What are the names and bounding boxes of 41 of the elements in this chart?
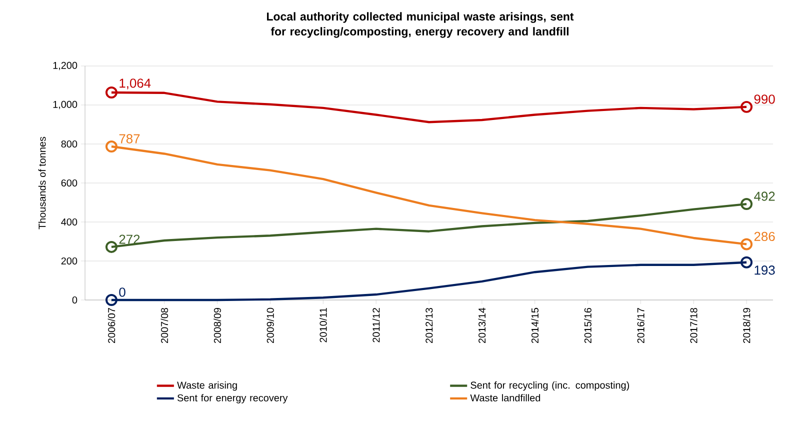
data-label: 787	[119, 134, 140, 144]
y-tick-label: 400	[61, 218, 78, 226]
point	[105, 240, 118, 253]
y-tick-label: 800	[61, 140, 78, 148]
data-label: 492	[754, 192, 775, 201]
data-label: 286	[754, 232, 775, 242]
legend-label: Sent for energy recovery	[177, 394, 288, 404]
data-label: 990	[754, 94, 775, 104]
point	[105, 294, 118, 306]
legend-label: Waste arising	[177, 381, 237, 391]
x-tick-label: 2008/09	[214, 308, 221, 344]
point	[740, 198, 753, 210]
y-tick-label: 600	[61, 179, 78, 187]
x-tick-label: 2007/08	[160, 308, 168, 344]
x-tick-label: 2011/12	[372, 308, 380, 342]
point	[740, 256, 753, 268]
chart-title: Local authority collected municipal waste arisings, sent for recycling/composting, energy recovery and landfill	[267, 12, 574, 38]
x-tick-label: 2015/16	[584, 308, 592, 344]
x-tick-label: 2010/11	[320, 308, 327, 342]
x-tick-label: 2009/10	[266, 308, 274, 344]
y-axis-title: Thousands of tonnes	[38, 136, 46, 230]
x-tick-label: 2012/13	[425, 308, 433, 344]
legend-label: Sent for recycling (inc. composting)	[470, 381, 630, 391]
point	[740, 238, 753, 250]
x-tick-label: 2014/15	[531, 308, 539, 344]
point	[105, 140, 118, 153]
data-label: 0	[119, 288, 126, 297]
data-label: 193	[754, 266, 775, 275]
x-tick-label: 2016/17	[637, 308, 644, 344]
x-tick-label: 2006/07	[108, 308, 116, 344]
data-label: 1,064	[120, 78, 151, 90]
legend-label: Waste landfilled	[470, 394, 540, 402]
y-tick-label: 200	[61, 257, 78, 265]
y-tick-label: 1,000	[53, 100, 78, 110]
y-tick-label: 0	[72, 296, 78, 304]
x-tick-label: 2018/19	[742, 308, 750, 344]
point	[740, 100, 753, 113]
x-tick-label: 2017/18	[690, 308, 698, 344]
point	[105, 86, 118, 99]
x-tick-label: 2013/14	[478, 308, 486, 344]
y-tick-label: 1,200	[53, 62, 78, 70]
